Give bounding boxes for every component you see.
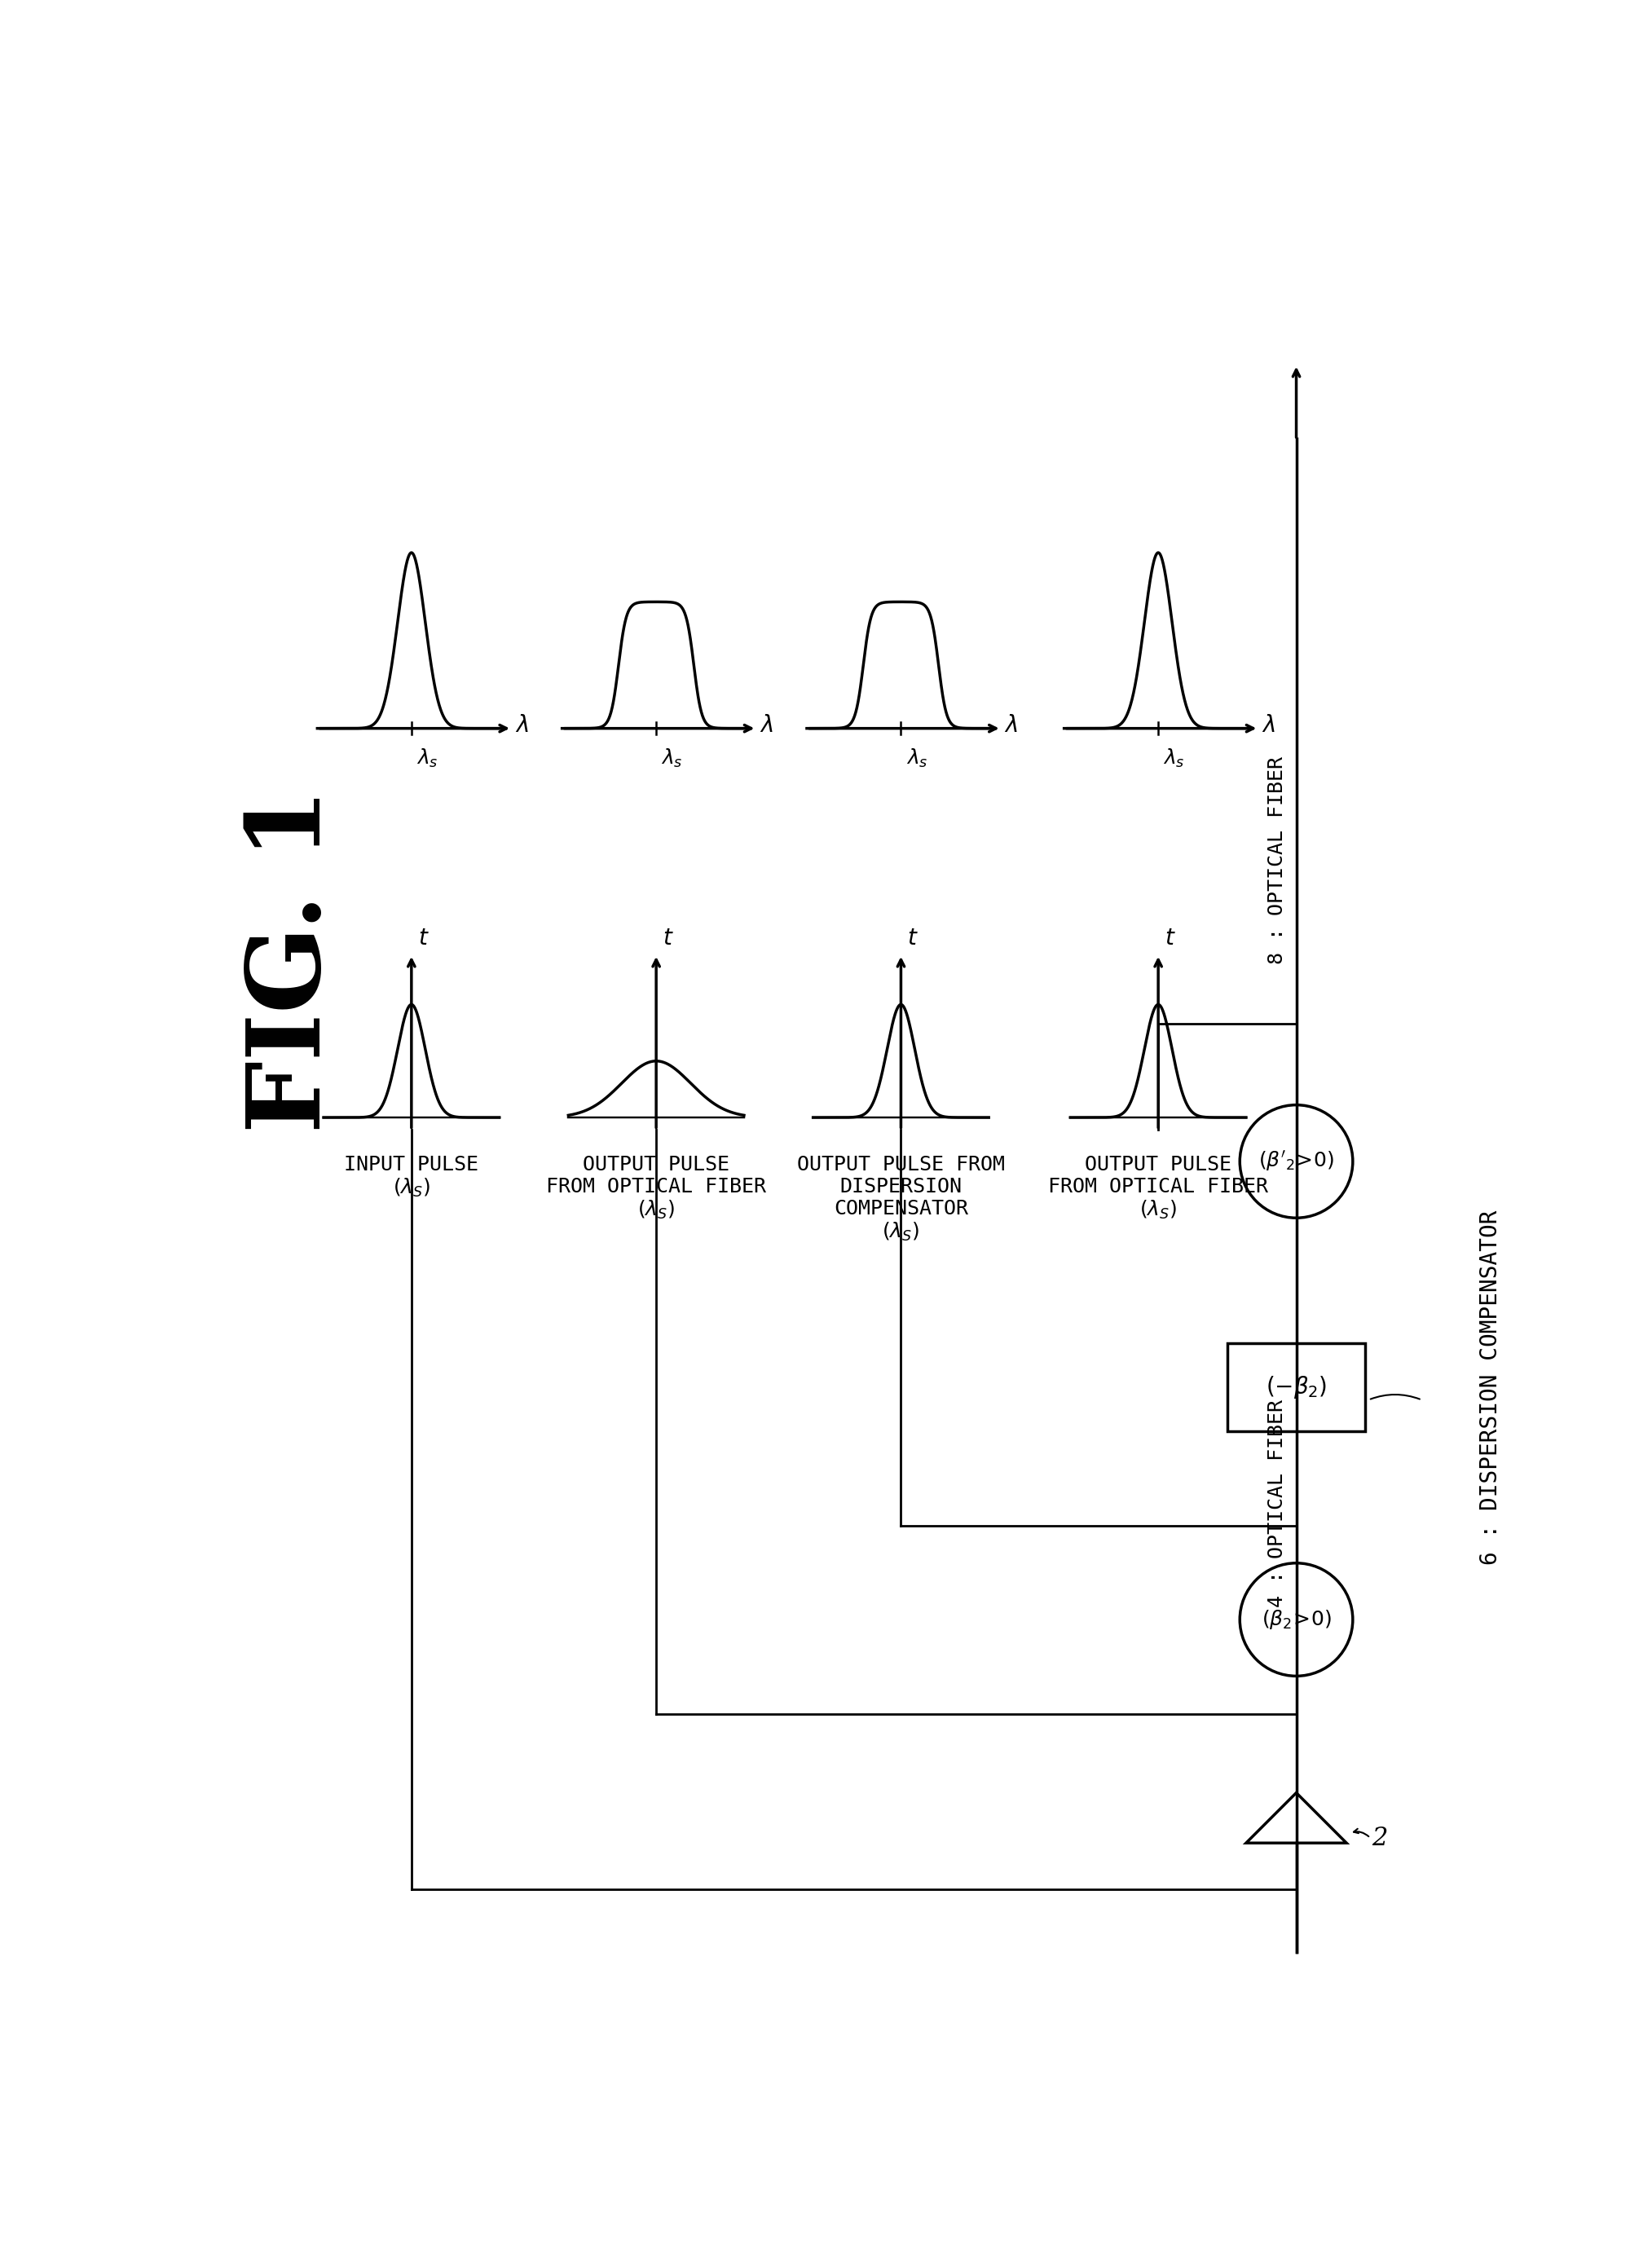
Text: $\lambda$: $\lambda$ xyxy=(1004,714,1018,736)
Text: FIG. 1: FIG. 1 xyxy=(243,788,342,1133)
Text: FROM OPTICAL FIBER: FROM OPTICAL FIBER xyxy=(547,1178,767,1196)
Bar xyxy=(1227,1344,1365,1432)
Text: $t$: $t$ xyxy=(418,926,430,950)
Text: OUTPUT PULSE: OUTPUT PULSE xyxy=(583,1155,730,1176)
Text: $\lambda$: $\lambda$ xyxy=(760,714,773,736)
Text: 8 : OPTICAL FIBER: 8 : OPTICAL FIBER xyxy=(1267,757,1287,964)
Text: $(\lambda_S)$: $(\lambda_S)$ xyxy=(393,1178,430,1200)
Text: DISPERSION: DISPERSION xyxy=(839,1178,961,1196)
Text: OUTPUT PULSE FROM: OUTPUT PULSE FROM xyxy=(796,1155,1004,1176)
Text: 6 : DISPERSION COMPENSATOR: 6 : DISPERSION COMPENSATOR xyxy=(1480,1209,1502,1565)
Text: $(\lambda_S)$: $(\lambda_S)$ xyxy=(882,1221,920,1243)
Text: $\lambda_s$: $\lambda_s$ xyxy=(416,748,438,770)
Text: COMPENSATOR: COMPENSATOR xyxy=(834,1198,968,1218)
Text: $t$: $t$ xyxy=(1165,926,1176,950)
Text: $(-\beta_2)$: $(-\beta_2)$ xyxy=(1265,1374,1327,1401)
Text: 2: 2 xyxy=(1371,1826,1388,1851)
Text: INPUT PULSE: INPUT PULSE xyxy=(344,1155,479,1176)
Text: $\lambda_s$: $\lambda_s$ xyxy=(1163,748,1184,770)
Text: $\lambda$: $\lambda$ xyxy=(515,714,529,736)
Text: FROM OPTICAL FIBER: FROM OPTICAL FIBER xyxy=(1049,1178,1269,1196)
Text: $t$: $t$ xyxy=(907,926,919,950)
Text: $(\lambda_S)$: $(\lambda_S)$ xyxy=(1140,1198,1176,1221)
Text: $(\beta'_2\!>\!0)$: $(\beta'_2\!>\!0)$ xyxy=(1259,1149,1335,1173)
Text: $\lambda_s$: $\lambda_s$ xyxy=(905,748,928,770)
Text: $\lambda_s$: $\lambda_s$ xyxy=(661,748,682,770)
Text: $(\lambda_S)$: $(\lambda_S)$ xyxy=(638,1198,676,1221)
Text: 4 : OPTICAL FIBER: 4 : OPTICAL FIBER xyxy=(1267,1398,1287,1608)
Text: $t$: $t$ xyxy=(662,926,674,950)
Text: $\lambda$: $\lambda$ xyxy=(1262,714,1275,736)
Text: $(\beta_2\!>\!0)$: $(\beta_2\!>\!0)$ xyxy=(1262,1608,1332,1630)
Text: OUTPUT PULSE: OUTPUT PULSE xyxy=(1085,1155,1232,1176)
